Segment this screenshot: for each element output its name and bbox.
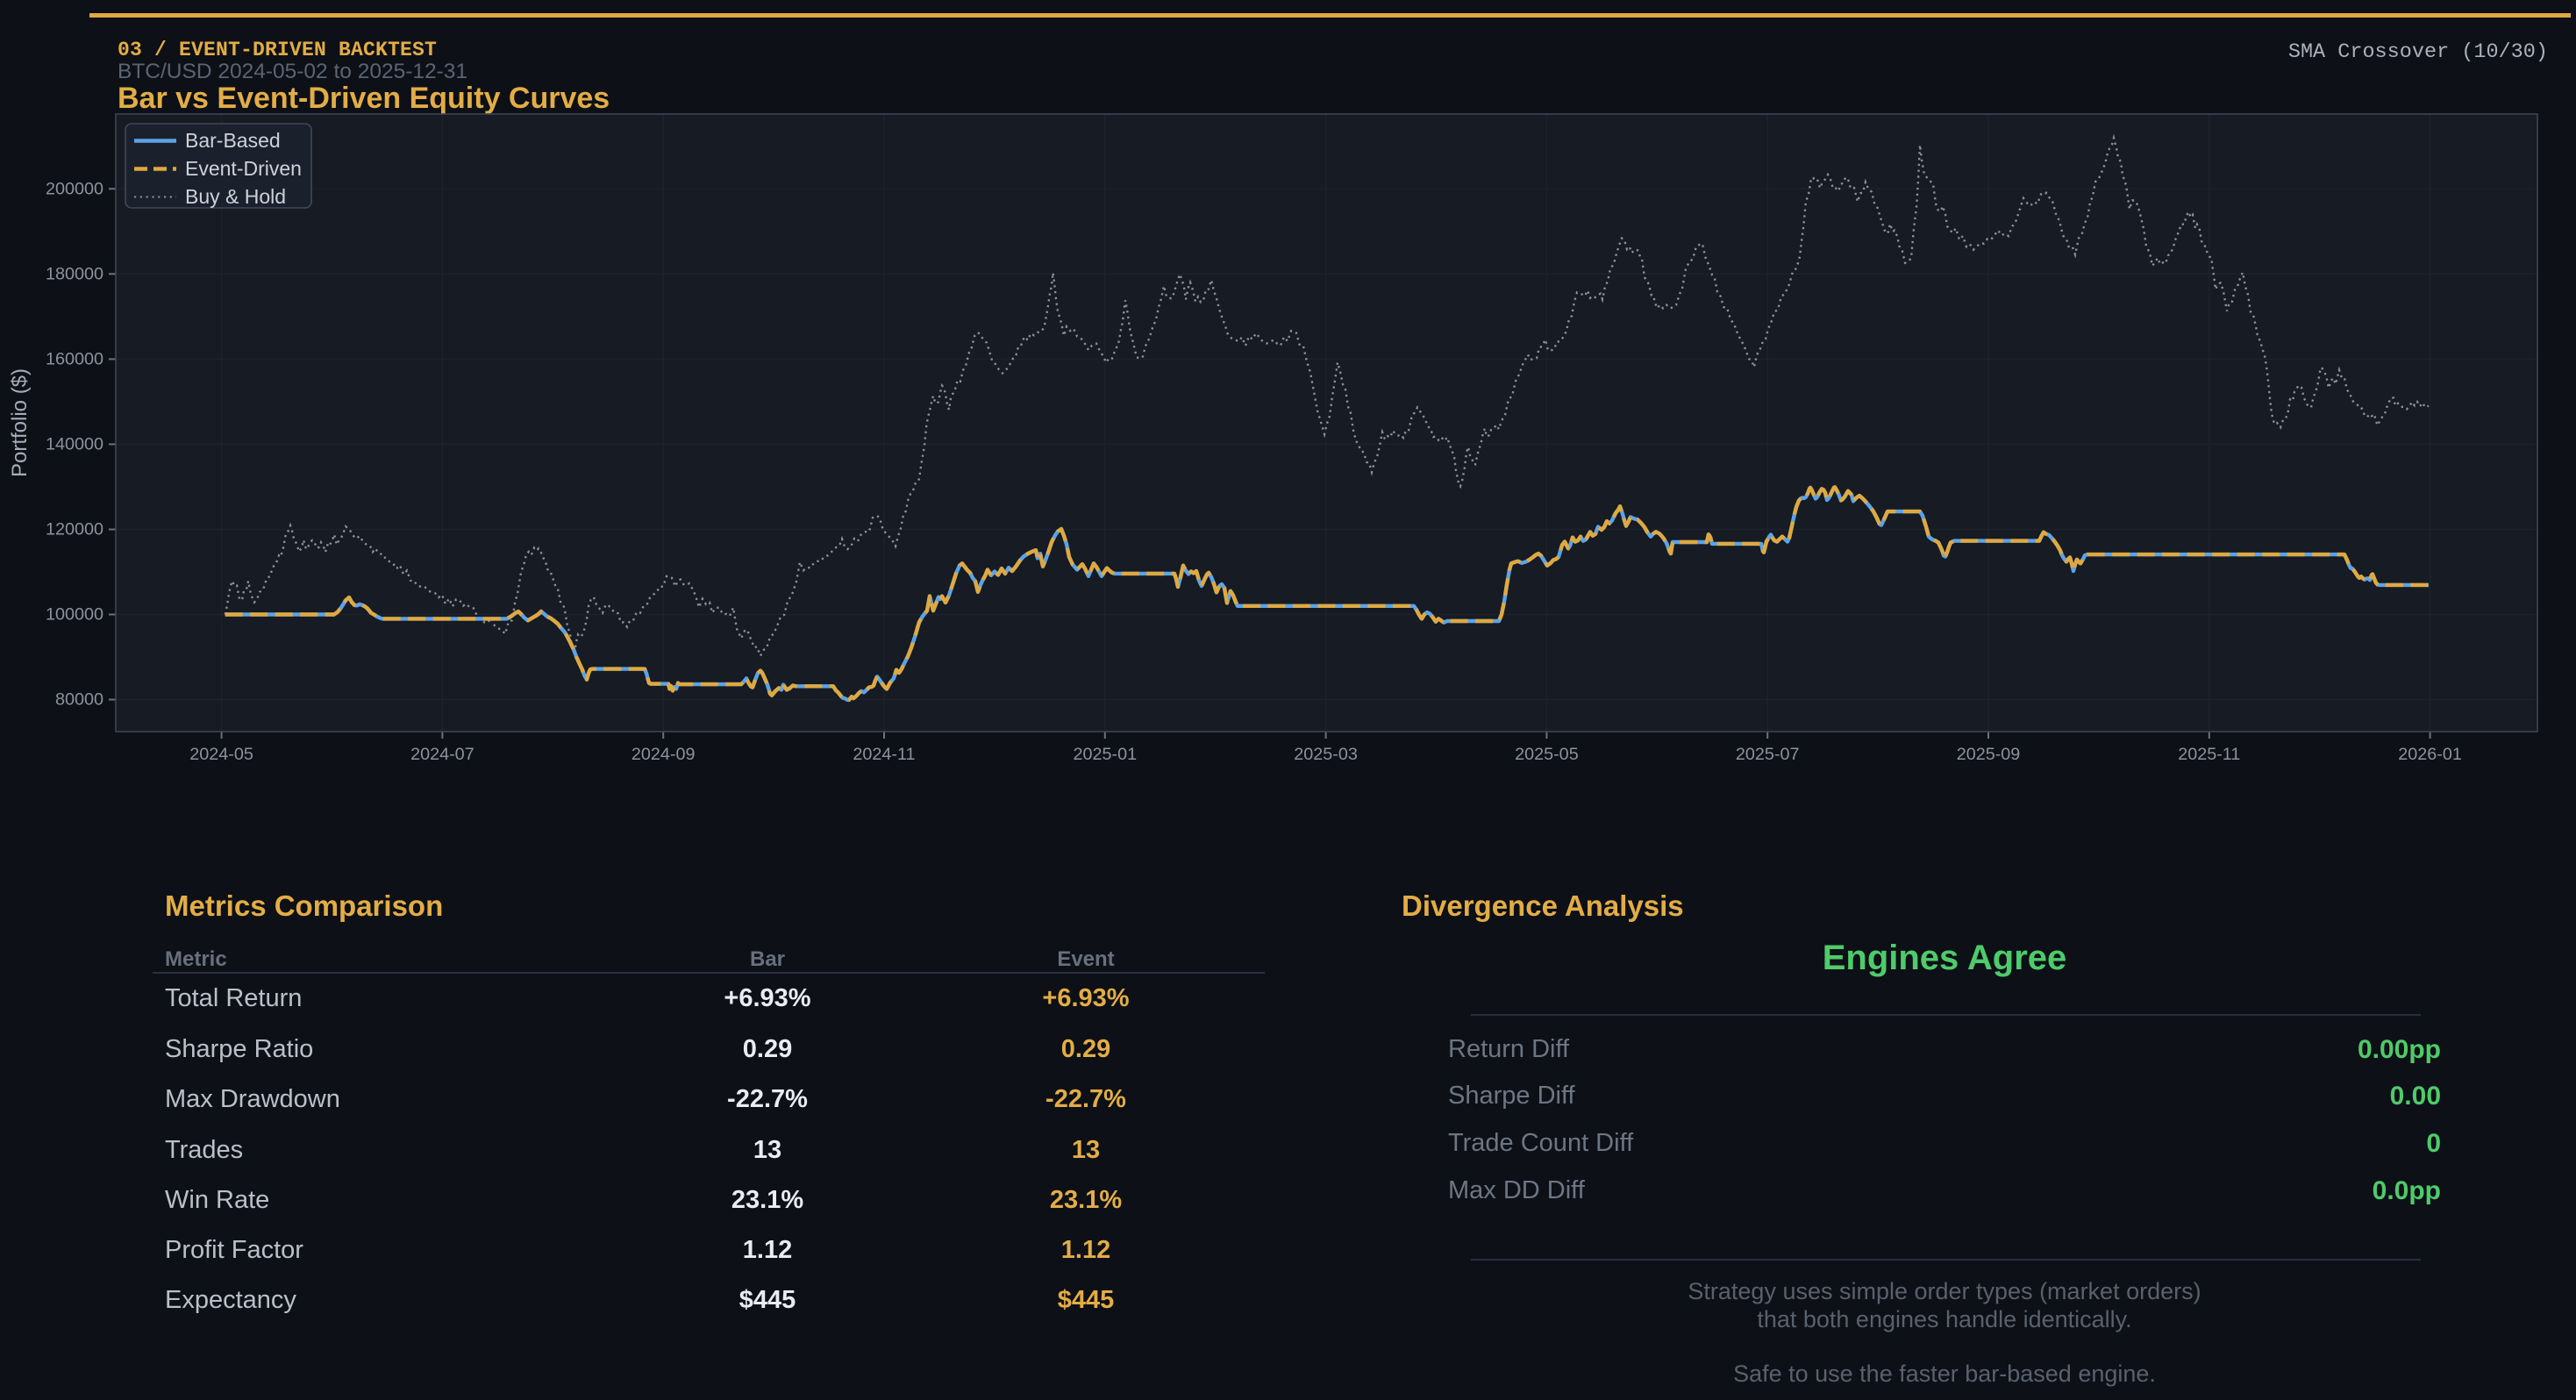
svg-text:200000: 200000 [46,179,103,198]
svg-text:2025-01: 2025-01 [1073,745,1137,764]
svg-text:Portfolio ($): Portfolio ($) [8,368,32,477]
svg-text:80000: 80000 [55,690,103,710]
svg-text:2025-03: 2025-03 [1294,745,1358,764]
svg-text:160000: 160000 [46,350,103,369]
svg-text:180000: 180000 [46,265,103,284]
svg-text:2026-01: 2026-01 [2398,745,2462,764]
svg-text:2025-11: 2025-11 [2178,745,2240,764]
svg-text:140000: 140000 [46,435,103,454]
svg-text:2025-09: 2025-09 [1957,745,2021,764]
svg-text:120000: 120000 [46,520,103,539]
svg-text:Event-Driven: Event-Driven [185,157,302,180]
svg-text:2025-07: 2025-07 [1736,745,1800,764]
svg-text:2024-07: 2024-07 [410,745,475,764]
svg-text:2024-11: 2024-11 [853,745,915,764]
svg-text:Bar-Based: Bar-Based [185,129,281,152]
svg-text:100000: 100000 [46,605,103,625]
svg-text:2024-05: 2024-05 [189,745,253,764]
svg-text:2024-09: 2024-09 [632,745,696,764]
svg-text:Buy & Hold: Buy & Hold [185,185,286,208]
svg-text:2025-05: 2025-05 [1515,745,1579,764]
